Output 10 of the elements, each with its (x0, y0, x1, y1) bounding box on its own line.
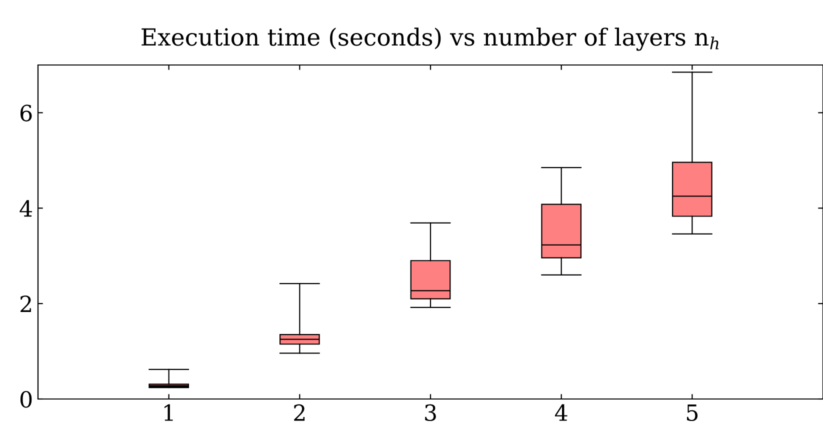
y-tick-label: 0 (20, 390, 32, 408)
x-tick-label: 5 (686, 404, 698, 422)
x-tick-label: 1 (164, 404, 173, 421)
y-tick-label: 6 (20, 104, 32, 122)
x-tick-label: 3 (425, 404, 436, 422)
chart-title: Execution time (seconds) vs number of layers n$_{h}$ (142, 28, 719, 51)
y-tick-label: 4 (20, 200, 32, 217)
x-tick-label: 2 (294, 404, 305, 421)
y-tick-label: 2 (20, 296, 31, 312)
x-tick-label: 4 (554, 404, 568, 421)
